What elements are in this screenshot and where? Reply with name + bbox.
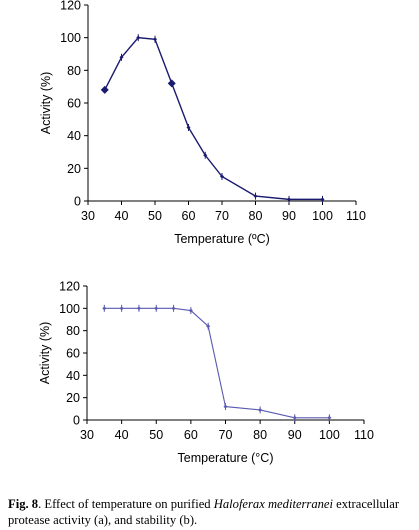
y-tick-label: 60: [67, 97, 81, 111]
data-point: [102, 306, 107, 311]
x-tick-label: 40: [115, 209, 129, 223]
data-point: [203, 153, 208, 158]
x-tick-label: 60: [182, 209, 196, 223]
x-tick-label: 50: [149, 428, 163, 442]
y-axis-title: Activity (%): [39, 72, 53, 135]
x-tick-label: 30: [80, 428, 94, 442]
data-point: [223, 404, 228, 409]
x-tick-label: 100: [319, 428, 340, 442]
y-tick-label: 40: [67, 129, 81, 143]
data-point: [320, 197, 325, 202]
data-point: [327, 415, 332, 420]
activity-chart: 0 20 40 60 80 100 120 30 40 50 60 70 80 90 100 110 Tempe…: [39, 0, 366, 246]
y-tick-label: 80: [67, 64, 81, 78]
x-tick-label: 60: [184, 428, 198, 442]
y-tick-label: 100: [60, 31, 81, 45]
data-point: [136, 35, 141, 40]
stability-chart: 0 20 40 60 80 100 120 30 40 50 60 70 80 90 100 110 Tempe…: [38, 280, 374, 466]
data-point: [287, 197, 291, 202]
y-tick-label: 0: [74, 195, 81, 209]
series-line: [104, 307, 330, 419]
data-point: [186, 125, 191, 130]
data-point: [188, 308, 193, 313]
y-tick-label: 0: [73, 414, 80, 428]
data-point: [258, 407, 263, 412]
data-point: [171, 306, 176, 311]
caption-text-before: . Effect of temperature on purified: [38, 497, 214, 511]
y-tick-label: 120: [60, 0, 81, 13]
y-axis-title: Activity (%): [38, 322, 52, 385]
x-axis-title: Temperature (ºC): [174, 232, 270, 246]
y-tick-label: 20: [66, 391, 80, 405]
caption-species: Haloferax mediterranei: [213, 497, 334, 511]
x-tick-label: 90: [282, 209, 296, 223]
data-point: [167, 79, 176, 88]
x-tick-label: 50: [148, 209, 162, 223]
figure-caption: Fig. 8. Effect of temperature on purifie…: [8, 496, 413, 528]
x-tick-label: 100: [312, 209, 333, 223]
x-tick-label: 30: [81, 209, 95, 223]
y-tick-label: 80: [66, 324, 80, 338]
y-tick-label: 20: [67, 162, 81, 176]
y-tick-label: 100: [59, 302, 80, 316]
data-point: [100, 85, 109, 94]
data-point: [119, 55, 124, 60]
data-point: [153, 37, 157, 42]
series-line: [104, 36, 323, 201]
data-point: [292, 415, 297, 420]
data-point: [220, 174, 224, 179]
y-tick-label: 120: [59, 280, 80, 294]
x-axis-title: Temperature (°C): [178, 451, 274, 465]
x-tick-label: 80: [249, 209, 263, 223]
y-tick-label: 40: [66, 369, 80, 383]
data-point: [119, 306, 124, 311]
x-tick-label: 110: [354, 428, 374, 442]
data-point: [206, 324, 211, 329]
x-tick-label: 110: [346, 209, 366, 223]
x-tick-label: 80: [253, 428, 267, 442]
x-tick-label: 40: [115, 428, 129, 442]
data-point: [154, 306, 159, 311]
data-point: [253, 194, 258, 199]
x-tick-label: 70: [219, 428, 233, 442]
y-tick-label: 60: [66, 347, 80, 361]
data-point: [136, 306, 141, 311]
x-tick-label: 70: [215, 209, 229, 223]
x-tick-label: 90: [288, 428, 302, 442]
caption-text-after: extracellular protease activity (a), and…: [8, 497, 400, 527]
caption-label: Fig. 8: [8, 497, 39, 511]
